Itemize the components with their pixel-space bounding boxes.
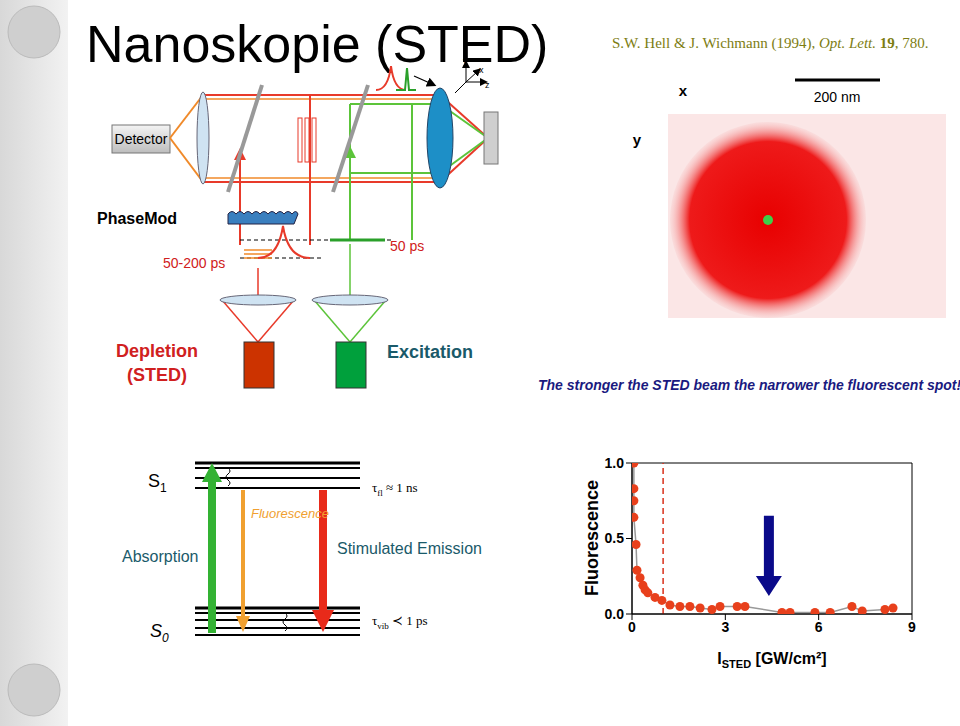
svg-text:PhaseMod: PhaseMod [97, 210, 177, 227]
svg-text:Nanoskopie (STED): Nanoskopie (STED) [86, 15, 549, 73]
svg-text:τvib ≺ 1 ps: τvib ≺ 1 ps [372, 613, 428, 631]
svg-text:x: x [479, 65, 484, 75]
svg-text:x: x [679, 82, 688, 99]
svg-text:50-200 ps: 50-200 ps [163, 255, 225, 271]
svg-text:0: 0 [628, 619, 636, 635]
svg-text:y: y [463, 56, 468, 66]
svg-text:3: 3 [721, 619, 729, 635]
svg-text:Fluorescence: Fluorescence [582, 480, 602, 596]
svg-text:Excitation: Excitation [387, 342, 473, 362]
svg-text:Fluorescence: Fluorescence [251, 506, 329, 521]
svg-text:S0: S0 [150, 621, 169, 645]
svg-text:Depletion: Depletion [116, 341, 198, 361]
svg-text:y: y [633, 131, 642, 148]
svg-text:S1: S1 [148, 471, 167, 495]
svg-text:The stronger the STED beam the: The stronger the STED beam the narrower … [538, 377, 952, 393]
svg-text:Absorption: Absorption [122, 548, 199, 565]
svg-text:Detector: Detector [115, 131, 168, 147]
svg-text:1.0: 1.0 [605, 455, 625, 471]
svg-text:z: z [485, 80, 490, 90]
svg-text:6: 6 [815, 619, 823, 635]
svg-text:τfl ≈ 1 ns: τfl ≈ 1 ns [372, 480, 418, 498]
svg-text:Stimulated Emission: Stimulated Emission [337, 540, 482, 557]
svg-text:50 ps: 50 ps [390, 238, 424, 254]
svg-text:ISTED [GW/cm²]: ISTED [GW/cm²] [717, 650, 826, 670]
svg-text:200 nm: 200 nm [814, 89, 861, 105]
svg-text:0.5: 0.5 [605, 530, 625, 546]
svg-text:9: 9 [908, 619, 916, 635]
svg-text:S.W. Hell & J. Wichmann (1994): S.W. Hell & J. Wichmann (1994), Opt. Let… [612, 35, 928, 52]
svg-text:0.0: 0.0 [605, 606, 625, 622]
svg-text:(STED): (STED) [127, 365, 187, 385]
